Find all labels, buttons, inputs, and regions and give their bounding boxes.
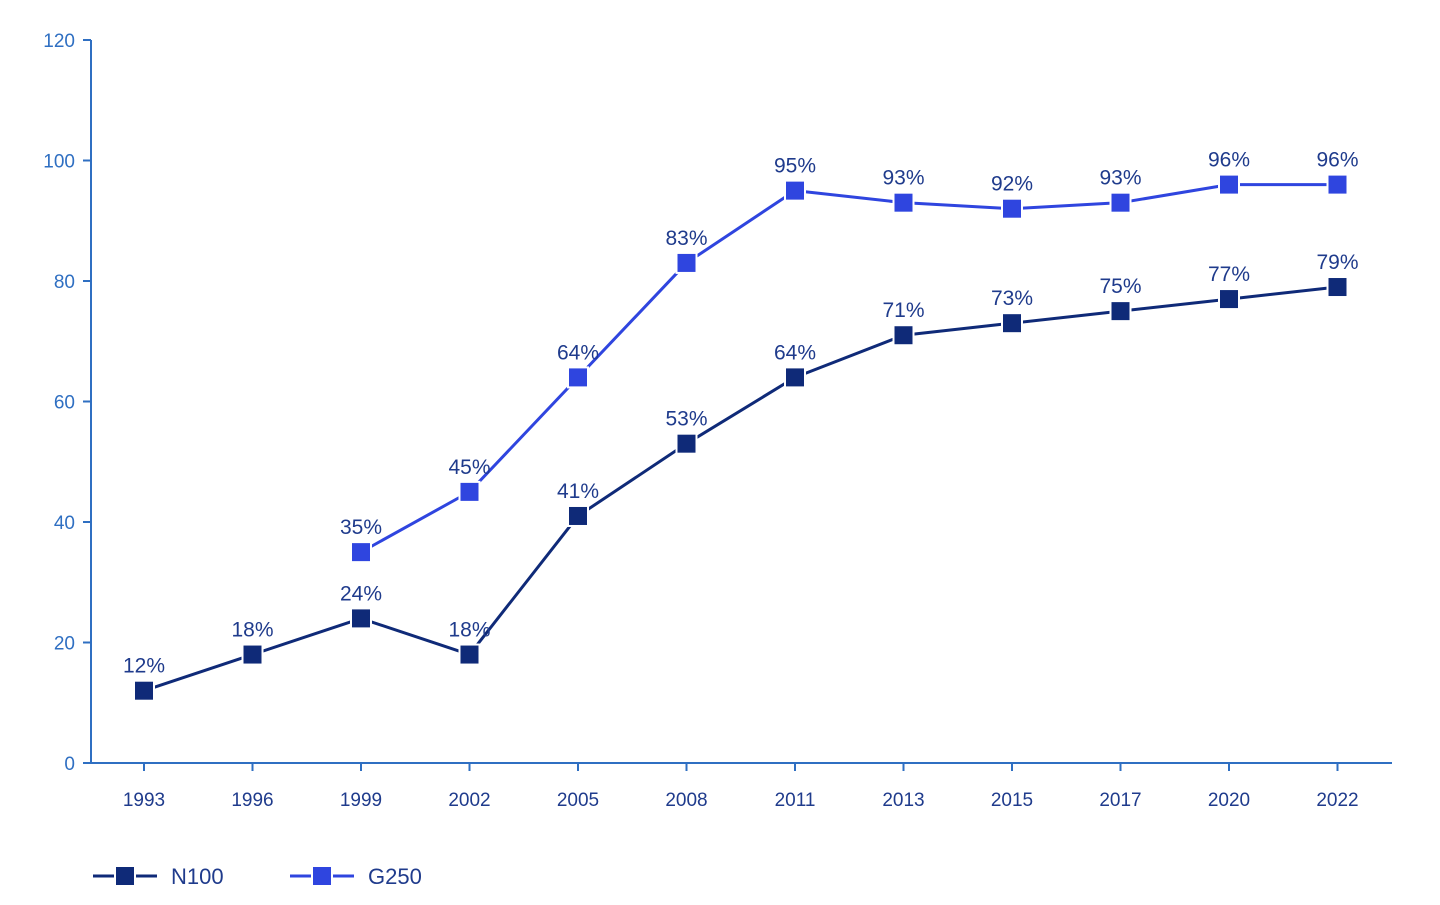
y-tick-label: 20 bbox=[54, 634, 75, 655]
data-label-n100: 53% bbox=[665, 408, 707, 431]
series-marker-n100 bbox=[1218, 288, 1240, 311]
legend-marker-n100 bbox=[114, 865, 136, 887]
data-label-n100: 18% bbox=[231, 619, 273, 642]
x-tick-label: 2017 bbox=[1099, 790, 1141, 811]
data-label-n100: 73% bbox=[991, 287, 1033, 310]
x-tick-label: 2002 bbox=[448, 790, 490, 811]
legend-label-n100: N100 bbox=[171, 864, 224, 889]
data-label-n100: 64% bbox=[774, 341, 816, 364]
legend: N100 G250 bbox=[93, 864, 422, 889]
series-area bbox=[133, 173, 1349, 702]
series-marker-n100 bbox=[1326, 276, 1349, 299]
x-tick-label: 2005 bbox=[557, 790, 599, 811]
data-labels: 12% 18% 24% 18% 41% 53% 64% 71% 73% 75% 77% 79% 35% 4… bbox=[123, 149, 1359, 678]
y-tick-label: 100 bbox=[43, 152, 75, 173]
series-marker-g250 bbox=[1109, 191, 1132, 214]
data-label-n100: 41% bbox=[557, 480, 599, 503]
series-marker-n100 bbox=[567, 504, 589, 527]
legend-marker-g250 bbox=[311, 865, 333, 887]
x-tick-label: 1999 bbox=[340, 790, 382, 811]
series-marker-g250 bbox=[1001, 197, 1023, 220]
data-label-n100: 77% bbox=[1208, 263, 1250, 286]
data-label-g250: 93% bbox=[1099, 167, 1141, 190]
series-marker-g250 bbox=[675, 251, 698, 274]
series-marker-n100 bbox=[784, 366, 806, 389]
data-label-g250: 95% bbox=[774, 155, 816, 178]
series-marker-g250 bbox=[350, 541, 372, 564]
x-tick-label: 2020 bbox=[1208, 790, 1250, 811]
axes: 0 20 40 60 80 100 120 1993 1996 1999 2002 2005 2008 2… bbox=[43, 31, 1392, 811]
y-tick-label: 60 bbox=[54, 393, 75, 414]
series-marker-g250 bbox=[784, 179, 806, 202]
x-tick-label: 2013 bbox=[882, 790, 924, 811]
series-line-g250 bbox=[360, 183, 1338, 554]
series-marker-n100 bbox=[892, 324, 915, 347]
series-marker-g250 bbox=[1326, 173, 1349, 196]
x-tick-label: 2015 bbox=[991, 790, 1033, 811]
legend-label-g250: G250 bbox=[368, 864, 422, 889]
data-label-g250: 93% bbox=[882, 167, 924, 190]
series-marker-n100 bbox=[350, 607, 372, 630]
series-marker-g250 bbox=[458, 480, 481, 503]
series-marker-g250 bbox=[892, 191, 915, 214]
data-label-g250: 96% bbox=[1316, 149, 1358, 172]
series-marker-n100 bbox=[1109, 300, 1132, 323]
y-tick-label: 120 bbox=[43, 31, 75, 52]
x-tick-label: 2008 bbox=[665, 790, 707, 811]
data-label-g250: 83% bbox=[665, 227, 707, 250]
y-tick-label: 40 bbox=[54, 513, 75, 534]
data-label-n100: 75% bbox=[1099, 275, 1141, 298]
series-marker-g250 bbox=[1218, 173, 1240, 196]
series-marker-n100 bbox=[1001, 312, 1023, 335]
data-label-g250: 92% bbox=[991, 173, 1033, 196]
x-tick-label: 1993 bbox=[123, 790, 165, 811]
data-label-n100: 71% bbox=[882, 299, 924, 322]
x-tick-label: 1996 bbox=[231, 790, 273, 811]
data-label-n100: 18% bbox=[448, 619, 490, 642]
series-marker-g250 bbox=[567, 366, 589, 389]
data-label-g250: 35% bbox=[340, 516, 382, 539]
x-tick-label: 2011 bbox=[775, 790, 816, 811]
data-label-n100: 24% bbox=[340, 582, 382, 605]
x-tick-label: 2022 bbox=[1316, 790, 1358, 811]
data-label-g250: 45% bbox=[448, 456, 490, 479]
data-label-g250: 64% bbox=[557, 341, 599, 364]
y-tick-label: 0 bbox=[64, 754, 75, 775]
data-label-n100: 79% bbox=[1316, 251, 1358, 274]
series-marker-n100 bbox=[241, 643, 264, 666]
series-marker-n100 bbox=[458, 643, 481, 666]
series-marker-n100 bbox=[133, 679, 155, 702]
data-label-g250: 96% bbox=[1208, 149, 1250, 172]
series-line-n100 bbox=[143, 285, 1338, 693]
data-label-n100: 12% bbox=[123, 655, 165, 678]
series-marker-n100 bbox=[675, 432, 698, 455]
y-tick-label: 80 bbox=[54, 272, 75, 293]
